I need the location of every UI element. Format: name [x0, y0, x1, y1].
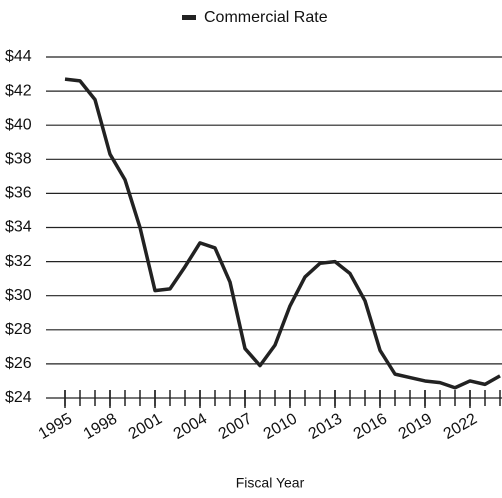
x-tick-label: 1995 [36, 410, 75, 443]
x-tick-label: 2016 [351, 410, 390, 443]
y-tick-label: $26 [5, 355, 32, 372]
x-axis-title: Fiscal Year [236, 475, 305, 491]
y-tick-label: $32 [5, 253, 32, 270]
x-tick-label: 2013 [306, 410, 345, 443]
y-tick-label: $28 [5, 321, 32, 338]
x-tick-label: 2001 [126, 410, 165, 443]
x-tick-label: 2019 [396, 410, 435, 443]
x-tick-label: 2004 [171, 410, 210, 443]
y-tick-label: $24 [5, 389, 32, 406]
y-tick-label: $36 [5, 185, 32, 202]
x-tick-label: 1998 [81, 410, 120, 443]
y-tick-label: $34 [5, 219, 32, 236]
x-tick-label: 2010 [261, 410, 300, 443]
x-tick-label: 2007 [216, 410, 255, 443]
y-tick-label: $38 [5, 151, 32, 168]
legend-swatch [182, 15, 196, 20]
y-tick-label: $30 [5, 287, 32, 304]
y-tick-label: $44 [5, 48, 32, 65]
x-tick-label: 2022 [441, 410, 480, 443]
legend-label: Commercial Rate [204, 9, 328, 26]
y-tick-label: $42 [5, 82, 32, 99]
y-tick-label: $40 [5, 116, 32, 133]
line [64, 77, 501, 390]
